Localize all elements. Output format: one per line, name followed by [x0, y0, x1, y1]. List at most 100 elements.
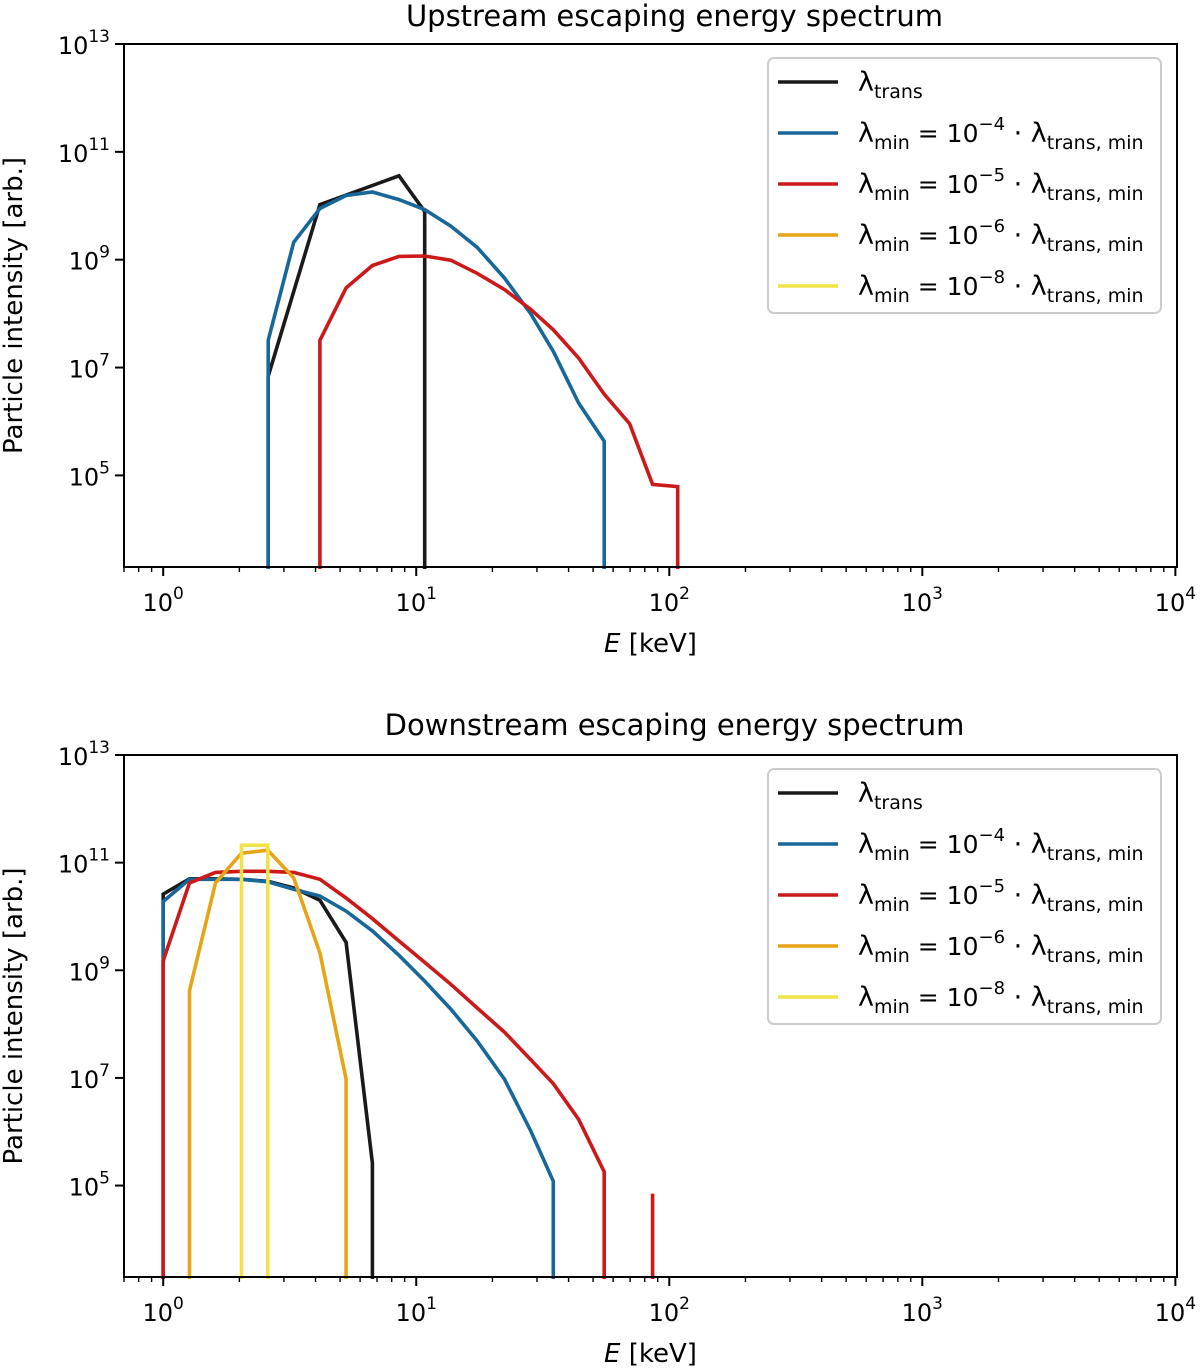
x-tick-label-base: 10: [143, 1299, 174, 1327]
x-tick-label: 103: [902, 1294, 943, 1327]
x-tick-label-exp: 2: [679, 584, 690, 604]
y-tick-label: 105: [69, 1169, 110, 1202]
legend-tail: · λ: [1005, 880, 1047, 911]
legend-equals: = 10: [910, 272, 979, 301]
axes-frame: [123, 43, 1178, 568]
x-tick-label-exp: 0: [173, 1294, 184, 1314]
legend-label-lambda_min_1e-5: λmin = 10−5 · λtrans, min: [858, 165, 1144, 205]
x-tick-label: 104: [1155, 1294, 1196, 1327]
y-tick-label: 1011: [58, 846, 110, 879]
legend-symbol: λ: [858, 880, 874, 911]
x-tick-label: 102: [649, 584, 690, 617]
legend-exponent: −6: [978, 216, 1005, 237]
legend-subscript: min: [874, 894, 910, 916]
legend-subscript: min: [874, 945, 910, 967]
x-tick-label-base: 10: [396, 1299, 427, 1327]
x-axis-label-var: E: [604, 1339, 621, 1369]
y-tick-label-exp: 11: [88, 846, 110, 866]
y-tick-label-base: 10: [69, 1066, 100, 1094]
y-tick-label-base: 10: [69, 356, 100, 384]
y-axis-label: Particle intensity [arb.]: [0, 868, 29, 1165]
x-tick-label-exp: 0: [173, 584, 184, 604]
legend-subscript: min: [874, 183, 910, 205]
legend-symbol: λ: [858, 271, 874, 302]
legend-label-lambda_min_1e-8: λmin = 10−8 · λtrans, min: [858, 267, 1144, 307]
y-tick-label-base: 10: [69, 463, 100, 491]
legend-symbol: λ: [858, 118, 874, 149]
legend-tail-subscript: trans, min: [1047, 285, 1144, 307]
chart-title: Upstream escaping energy spectrum: [406, 0, 943, 33]
legend-subscript: min: [874, 132, 910, 154]
x-tick-label: 102: [649, 1294, 690, 1327]
y-tick-label-exp: 11: [88, 135, 110, 155]
x-tick-label-exp: 4: [1185, 584, 1196, 604]
y-tick-label-base: 10: [58, 851, 89, 879]
series-line-lambda_min_1e-5: [318, 254, 680, 569]
y-tick-label-exp: 13: [88, 738, 110, 758]
legend-subscript: min: [874, 996, 910, 1018]
legend-tail: · λ: [1005, 271, 1047, 302]
legend-tail: · λ: [1005, 829, 1047, 860]
legend-symbol: λ: [858, 220, 874, 251]
x-tick-label-exp: 4: [1185, 1294, 1196, 1314]
legend-symbol: λ: [858, 829, 874, 860]
x-axis-label-unit: [keV]: [620, 629, 696, 659]
x-tick-label-base: 10: [902, 1299, 933, 1327]
legend-exponent: −6: [978, 927, 1005, 948]
y-tick-label-base: 10: [69, 1174, 100, 1202]
axes-frame: [123, 754, 1178, 1278]
x-tick-label: 100: [143, 584, 184, 617]
x-tick-label: 100: [143, 1294, 184, 1327]
legend-tail-subscript: trans, min: [1047, 234, 1144, 256]
x-tick-label-exp: 3: [932, 1294, 943, 1314]
x-tick-label-exp: 3: [932, 584, 943, 604]
x-axis-label-var: E: [604, 629, 621, 659]
legend-subscript: trans: [874, 792, 923, 814]
y-tick-label: 107: [69, 351, 110, 384]
y-tick-label-base: 10: [69, 248, 100, 276]
y-tick-label-exp: 7: [99, 351, 110, 371]
legend-equals: = 10: [910, 170, 979, 199]
legend-subscript: min: [874, 285, 910, 307]
legend-label-lambda_min_1e-4: λmin = 10−4 · λtrans, min: [858, 114, 1144, 154]
legend-symbol: λ: [858, 67, 874, 98]
legend-exponent: −4: [978, 825, 1005, 846]
y-tick-label: 1013: [58, 738, 110, 771]
legend-symbol: λ: [858, 778, 874, 809]
x-tick-label: 103: [902, 584, 943, 617]
legend-equals: = 10: [910, 932, 979, 961]
x-tick-label-base: 10: [1155, 1299, 1186, 1327]
series-line-lambda_min_1e-5: [161, 869, 606, 1279]
y-tick-label: 1013: [58, 27, 110, 60]
plot-area: [161, 843, 655, 1279]
legend-box: [767, 57, 1162, 314]
legend-exponent: −5: [978, 165, 1005, 186]
series-line-lambda_min_1e-8: [239, 843, 270, 1279]
legend-label-lambda_min_1e-4: λmin = 10−4 · λtrans, min: [858, 825, 1144, 865]
x-tick-label-base: 10: [649, 1299, 680, 1327]
legend-tail: · λ: [1005, 982, 1047, 1013]
legend-tail: · λ: [1005, 118, 1047, 149]
y-tick-label-exp: 9: [99, 953, 110, 973]
y-axis-label: Particle intensity [arb.]: [0, 157, 29, 454]
legend-symbol: λ: [858, 169, 874, 200]
legend-tail-subscript: trans, min: [1047, 132, 1144, 154]
legend-tail-subscript: trans, min: [1047, 996, 1144, 1018]
x-tick-label: 104: [1155, 584, 1196, 617]
legend-exponent: −8: [978, 267, 1005, 288]
legend-label-lambda_trans: λtrans: [858, 778, 923, 814]
legend-tail: · λ: [1005, 220, 1047, 251]
y-tick-label: 107: [69, 1061, 110, 1094]
y-tick-label-base: 10: [58, 140, 89, 168]
legend-tail-subscript: trans, min: [1047, 945, 1144, 967]
x-axis-label: E [keV]: [604, 1339, 697, 1369]
legend-exponent: −5: [978, 876, 1005, 897]
series-line-lambda_min_1e-4: [161, 877, 556, 1279]
y-tick-label: 109: [69, 243, 110, 276]
legend-label-lambda_min_1e-6: λmin = 10−6 · λtrans, min: [858, 927, 1144, 967]
x-tick-label: 101: [396, 1294, 437, 1327]
x-tick-label-exp: 2: [679, 1294, 690, 1314]
